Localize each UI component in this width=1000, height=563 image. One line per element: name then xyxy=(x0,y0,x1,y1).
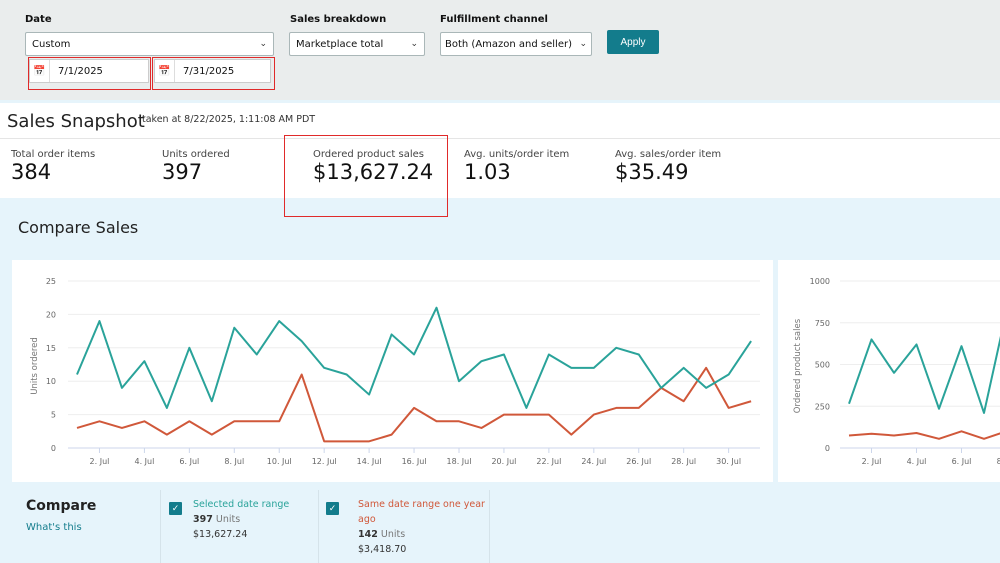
year-ago-legend: Same date range one year ago 142 Units $… xyxy=(358,497,485,557)
selected-sales: $13,627.24 xyxy=(193,529,248,540)
chart-sales: 0 250 500 750 1000 2. Jul 4. Jul 6. Jul 8. Jul Or… xyxy=(793,277,1000,466)
fulfillment-label: Fulfillment channel xyxy=(440,14,548,25)
metric-avg-sales: Avg. sales/order item $35.49 xyxy=(615,149,721,184)
y-tick-label: 20 xyxy=(46,310,56,319)
x-tick-label: 10. Jul xyxy=(267,457,292,466)
y-tick-label: 0 xyxy=(51,444,56,453)
metric-label: Total order items xyxy=(11,149,96,160)
start-date-value: 7/1/2025 xyxy=(58,65,103,77)
y-tick-label: 0 xyxy=(825,444,830,453)
selected-range-checkbox[interactable]: ✓ xyxy=(169,502,182,515)
fulfillment-value: Both (Amazon and seller) xyxy=(445,38,572,50)
fulfillment-select[interactable]: Both (Amazon and seller) ⌄ xyxy=(440,32,592,56)
metric-value: $35.49 xyxy=(615,160,689,184)
metric-avg-units: Avg. units/order item 1.03 xyxy=(464,149,569,184)
filter-bar: Date Custom ⌄ 📅 7/1/2025 📅 7/31/2025 Sales … xyxy=(0,0,1000,100)
y-axis-label: Ordered product sales xyxy=(793,318,803,413)
x-tick-label: 6. Jul xyxy=(952,457,972,466)
y-tick-label: 500 xyxy=(815,361,830,370)
date-select-value: Custom xyxy=(32,38,71,50)
x-tick-label: 20. Jul xyxy=(491,457,516,466)
calendar-icon: 📅 xyxy=(155,60,175,82)
x-tick-label: 26. Jul xyxy=(626,457,651,466)
apply-button[interactable]: Apply xyxy=(607,30,659,54)
selected-range-legend: Selected date range 397 Units $13,627.24 xyxy=(193,497,289,542)
x-tick-label: 8. Jul xyxy=(997,457,1000,466)
metric-label: Units ordered xyxy=(162,149,230,160)
year-ago-units: 142 xyxy=(358,529,378,540)
calendar-icon: 📅 xyxy=(30,60,50,82)
chevron-down-icon: ⌄ xyxy=(579,39,587,49)
x-tick-label: 14. Jul xyxy=(357,457,382,466)
x-tick-label: 16. Jul xyxy=(402,457,427,466)
selected-range-label: Selected date range xyxy=(193,499,290,510)
end-date-input[interactable]: 📅 7/31/2025 xyxy=(154,59,271,83)
units-chart-card xyxy=(12,260,773,482)
y-tick-label: 250 xyxy=(815,402,830,411)
y-tick-label: 10 xyxy=(46,377,56,386)
chevron-down-icon: ⌄ xyxy=(410,39,418,49)
date-select[interactable]: Custom ⌄ xyxy=(25,32,274,56)
selected-units: 397 xyxy=(193,514,213,525)
metric-total-order-items: Total order items 384 xyxy=(11,149,95,184)
sales-breakdown-value: Marketplace total xyxy=(296,38,384,50)
compare-sales-title: Compare Sales xyxy=(18,218,139,237)
metric-ordered-product-sales: Ordered product sales $13,627.24 xyxy=(313,149,433,184)
series-line-year_ago xyxy=(848,430,1000,440)
metric-label: Ordered product sales xyxy=(313,149,424,160)
y-tick-label: 750 xyxy=(815,319,830,328)
sales-chart-card xyxy=(778,260,1000,482)
x-tick-label: 4. Jul xyxy=(134,457,154,466)
x-tick-label: 24. Jul xyxy=(581,457,606,466)
year-ago-checkbox[interactable]: ✓ xyxy=(326,502,339,515)
sales-breakdown-select[interactable]: Marketplace total ⌄ xyxy=(289,32,425,56)
units-word: Units xyxy=(380,529,406,540)
x-tick-label: 8. Jul xyxy=(224,457,244,466)
metric-label: Avg. units/order item xyxy=(464,149,570,160)
sales-snapshot: Sales Snapshot taken at 8/22/2025, 1:11:… xyxy=(0,103,1000,217)
metric-value: 1.03 xyxy=(464,160,511,184)
end-date-value: 7/31/2025 xyxy=(183,65,235,77)
whats-this-link[interactable]: What's this xyxy=(26,522,82,533)
snapshot-timestamp: taken at 8/22/2025, 1:11:08 AM PDT xyxy=(142,114,316,125)
x-tick-label: 6. Jul xyxy=(179,457,199,466)
snapshot-title: Sales Snapshot xyxy=(7,111,145,132)
metric-value: 384 xyxy=(11,160,52,184)
metric-label: Avg. sales/order item xyxy=(615,149,722,160)
y-tick-label: 15 xyxy=(46,344,56,353)
year-ago-label-cont: ago xyxy=(358,514,376,525)
series-line-selected xyxy=(848,335,1000,414)
x-tick-label: 12. Jul xyxy=(312,457,337,466)
x-tick-label: 22. Jul xyxy=(536,457,561,466)
year-ago-sales: $3,418.70 xyxy=(358,544,407,555)
x-tick-label: 2. Jul xyxy=(90,457,110,466)
sales-breakdown-label: Sales breakdown xyxy=(290,14,387,25)
compare-title: Compare xyxy=(26,498,97,514)
x-tick-label: 2. Jul xyxy=(862,457,882,466)
x-tick-label: 18. Jul xyxy=(447,457,472,466)
y-tick-label: 25 xyxy=(46,277,56,286)
x-tick-label: 28. Jul xyxy=(671,457,696,466)
x-tick-label: 30. Jul xyxy=(716,457,741,466)
metric-units-ordered: Units ordered 397 xyxy=(162,149,230,184)
chevron-down-icon: ⌄ xyxy=(259,39,267,49)
y-tick-label: 1000 xyxy=(810,277,830,286)
y-axis-label: Units ordered xyxy=(30,337,40,395)
date-label: Date xyxy=(25,14,52,25)
series-line-selected xyxy=(76,306,752,409)
metric-value: $13,627.24 xyxy=(313,160,434,184)
units-word: Units xyxy=(215,514,241,525)
chart-units: 0 5 10 15 20 25 2. Jul 4. Jul 6. Jul 8. Jul 10. Ju… xyxy=(30,277,760,466)
start-date-input[interactable]: 📅 7/1/2025 xyxy=(29,59,149,83)
y-tick-label: 5 xyxy=(51,411,56,420)
year-ago-label: Same date range one year xyxy=(358,499,485,510)
x-tick-label: 4. Jul xyxy=(907,457,927,466)
metric-value: 397 xyxy=(162,160,203,184)
